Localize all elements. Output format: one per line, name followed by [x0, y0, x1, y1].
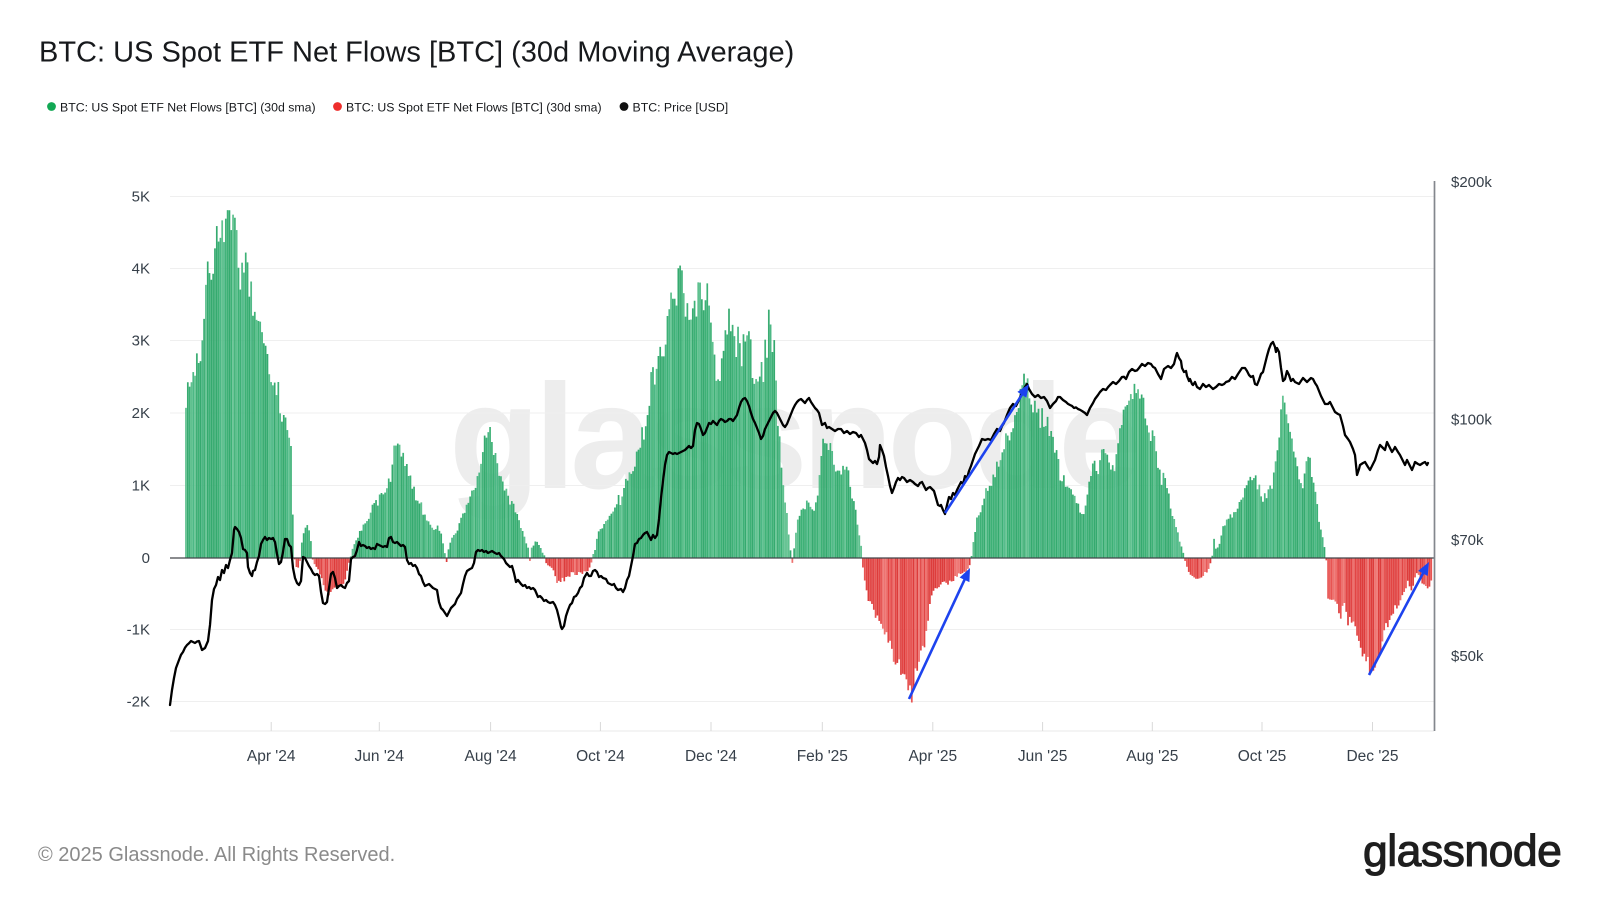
svg-text:BTC: US Spot ETF Net Flows [BT: BTC: US Spot ETF Net Flows [BTC] (30d sm… — [60, 101, 316, 115]
svg-text:1K: 1K — [132, 478, 150, 495]
svg-text:Oct '24: Oct '24 — [576, 748, 625, 765]
svg-text:© 2025 Glassnode. All Rights R: © 2025 Glassnode. All Rights Reserved. — [38, 844, 395, 866]
svg-text:5K: 5K — [132, 189, 150, 206]
svg-text:$200k: $200k — [1451, 174, 1492, 191]
svg-text:Aug '24: Aug '24 — [465, 748, 517, 765]
svg-text:$70k: $70k — [1451, 532, 1484, 549]
svg-text:3K: 3K — [132, 333, 150, 350]
svg-text:BTC: Price [USD]: BTC: Price [USD] — [633, 101, 729, 115]
svg-text:4K: 4K — [132, 261, 150, 278]
svg-text:BTC: US Spot ETF Net Flows [BT: BTC: US Spot ETF Net Flows [BTC] (30d sm… — [346, 101, 602, 115]
svg-text:Apr '24: Apr '24 — [247, 748, 296, 765]
svg-text:-2K: -2K — [127, 694, 150, 711]
svg-text:$100k: $100k — [1451, 412, 1492, 429]
svg-text:Dec '24: Dec '24 — [685, 748, 737, 765]
svg-text:$50k: $50k — [1451, 648, 1484, 665]
svg-text:BTC: US Spot ETF Net Flows [BT: BTC: US Spot ETF Net Flows [BTC] (30d Mo… — [39, 37, 794, 69]
svg-text:Dec '25: Dec '25 — [1346, 748, 1398, 765]
svg-text:glassnode: glassnode — [1363, 827, 1561, 876]
svg-text:Feb '25: Feb '25 — [797, 748, 848, 765]
svg-text:Aug '25: Aug '25 — [1126, 748, 1178, 765]
svg-text:Apr '25: Apr '25 — [908, 748, 957, 765]
svg-text:Oct '25: Oct '25 — [1238, 748, 1287, 765]
svg-text:Jun '24: Jun '24 — [355, 748, 405, 765]
svg-text:2K: 2K — [132, 405, 150, 422]
svg-text:-1K: -1K — [127, 622, 150, 639]
svg-text:0: 0 — [142, 550, 150, 567]
svg-text:Jun '25: Jun '25 — [1018, 748, 1068, 765]
